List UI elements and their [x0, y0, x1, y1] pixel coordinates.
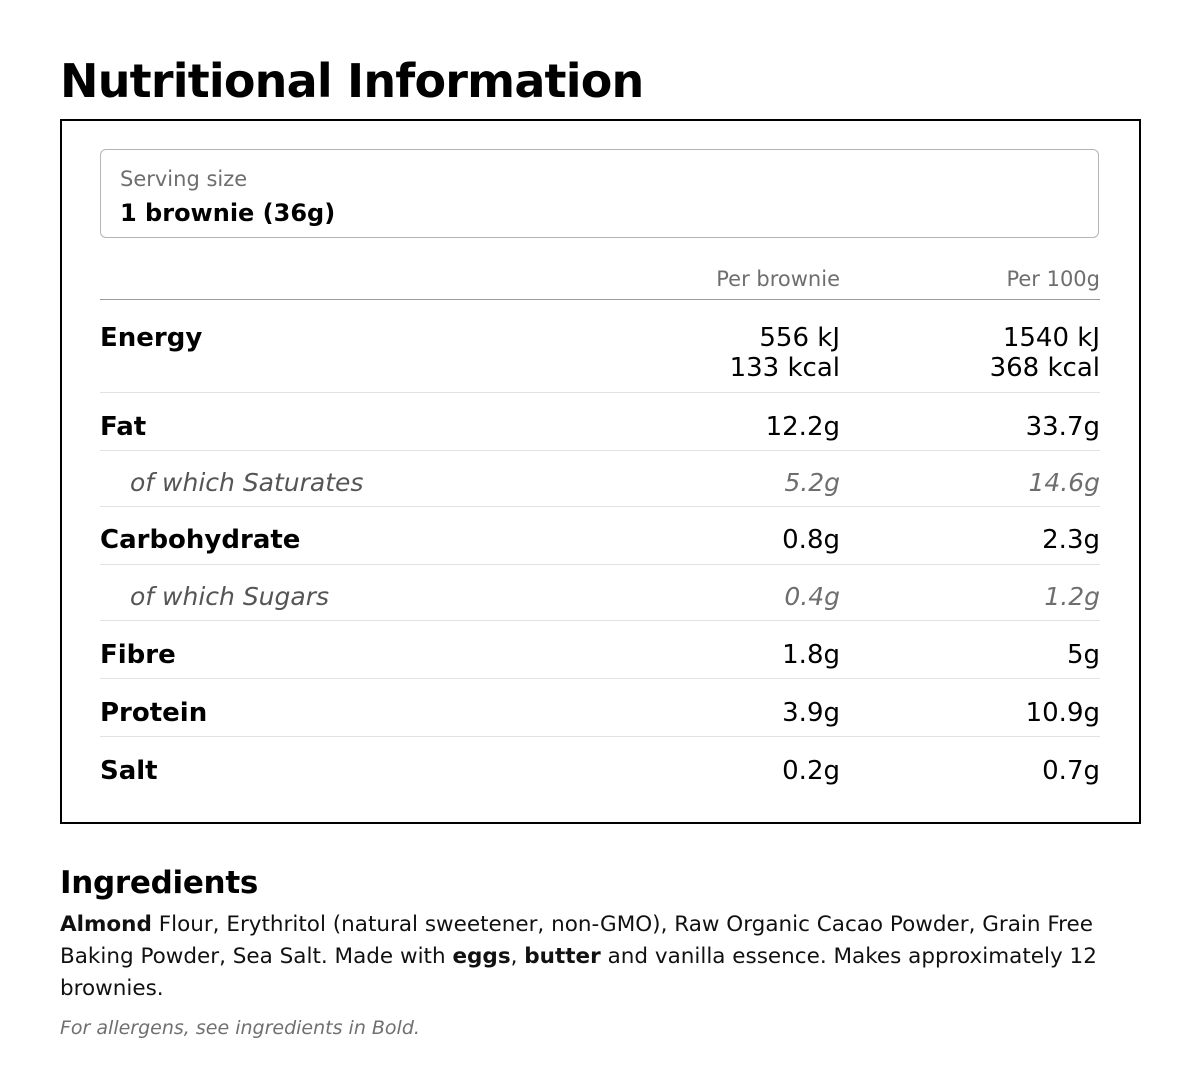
nutrient-name: Salt — [100, 756, 158, 786]
carbohydrate-per-100g: 2.3g — [1042, 525, 1100, 555]
sugars-per-100g: 1.2g — [1044, 582, 1100, 611]
sugars-per-brownie: 0.4g — [784, 582, 840, 611]
column-headers: Per brownie Per 100g — [100, 263, 1100, 300]
nutrient-name: Carbohydrate — [100, 525, 301, 555]
serving-size-value: 1 brownie (36g) — [120, 199, 336, 227]
nutrient-name: Fat — [100, 412, 147, 442]
energy-per-brownie-kj: 556 kJ — [759, 323, 840, 353]
fat-per-brownie: 12.2g — [765, 412, 840, 442]
nutrient-row-carbohydrate: Carbohydrate 0.8g 2.3g — [100, 507, 1100, 565]
carbohydrate-per-brownie: 0.8g — [782, 525, 840, 555]
nutrient-name: Energy — [100, 323, 203, 353]
ingredients-heading: Ingredients — [60, 865, 258, 901]
protein-per-100g: 10.9g — [1025, 698, 1100, 728]
energy-per-brownie-kcal: 133 kcal — [729, 353, 840, 383]
energy-per-100g-kj: 1540 kJ — [1002, 323, 1100, 353]
nutrient-row-salt: Salt 0.2g 0.7g — [100, 737, 1100, 807]
nutrient-row-protein: Protein 3.9g 10.9g — [100, 679, 1100, 737]
nutrition-panel: Serving size 1 brownie (36g) Per brownie… — [60, 119, 1141, 824]
ingredients-text-part: Flour, Erythritol (natural sweetener, no… — [60, 912, 1093, 969]
nutrient-row-fat: Fat 12.2g 33.7g — [100, 393, 1100, 451]
fibre-per-brownie: 1.8g — [782, 640, 840, 670]
nutrient-row-fibre: Fibre 1.8g 5g — [100, 621, 1100, 679]
page-title: Nutritional Information — [60, 54, 644, 108]
nutrient-row-saturates: of which Saturates 5.2g 14.6g — [100, 451, 1100, 507]
salt-per-100g: 0.7g — [1042, 756, 1100, 786]
saturates-per-brownie: 5.2g — [784, 468, 840, 497]
column-header-per-100g: Per 100g — [1006, 267, 1100, 291]
nutrient-name: Fibre — [100, 640, 176, 670]
nutrient-name: of which Saturates — [130, 468, 364, 497]
ingredients-text-part: and vanilla essence. Makes approximately… — [60, 944, 1097, 1001]
energy-per-100g-kcal: 368 kcal — [989, 353, 1100, 383]
allergen-note: For allergens, see ingredients in Bold. — [60, 1017, 420, 1039]
allergen-almond: Almond — [60, 912, 152, 937]
allergen-eggs: eggs — [452, 944, 511, 969]
nutrient-table: Energy 556 kJ 133 kcal 1540 kJ 368 kcal … — [100, 299, 1100, 807]
serving-size-label: Serving size — [120, 167, 248, 191]
nutrient-row-energy: Energy 556 kJ 133 kcal 1540 kJ 368 kcal — [100, 299, 1100, 393]
serving-size-box: Serving size 1 brownie (36g) — [100, 149, 1099, 238]
nutrient-name: Protein — [100, 698, 208, 728]
nutrient-name: of which Sugars — [130, 582, 330, 611]
nutrient-row-sugars: of which Sugars 0.4g 1.2g — [100, 565, 1100, 621]
salt-per-brownie: 0.2g — [782, 756, 840, 786]
ingredients-separator: , — [510, 944, 525, 969]
protein-per-brownie: 3.9g — [782, 698, 840, 728]
ingredients-text: Almond Flour, Erythritol (natural sweete… — [60, 909, 1120, 1005]
column-header-per-brownie: Per brownie — [716, 267, 840, 291]
allergen-butter: butter — [524, 944, 601, 969]
saturates-per-100g: 14.6g — [1028, 468, 1100, 497]
fibre-per-100g: 5g — [1066, 640, 1100, 670]
fat-per-100g: 33.7g — [1025, 412, 1100, 442]
